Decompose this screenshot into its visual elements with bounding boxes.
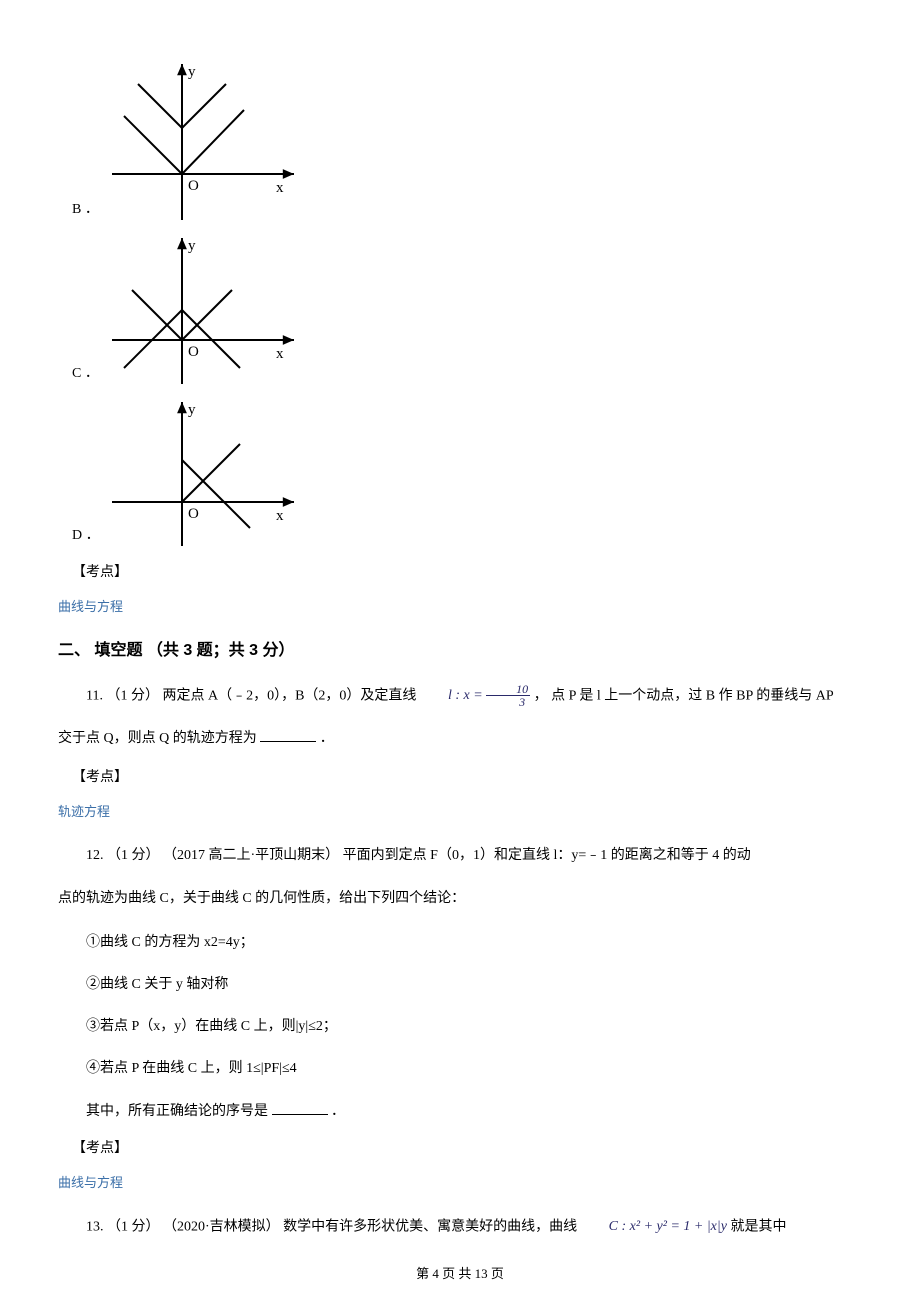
svg-text:x: x: [276, 508, 284, 524]
svg-text:x: x: [276, 180, 284, 196]
svg-text:O: O: [188, 344, 199, 360]
graph-d: y x O: [104, 394, 304, 552]
graph-b: y x O: [104, 56, 304, 226]
q11-mid: ， 点 P 是 l 上一个动点，过 B 作 BP 的垂线与 AP: [534, 688, 834, 703]
q12-s3: ③若点 P（x，y）在曲线 C 上，则|y|≤2；: [58, 1011, 862, 1043]
option-c-row: C ． y x O: [58, 230, 862, 390]
q12-line2: 点的轨迹为曲线 C，关于曲线 C 的几何性质，给出下列四个结论：: [58, 884, 862, 915]
kaodian-topic-3: 曲线与方程: [58, 1173, 862, 1193]
q12-s2: ②曲线 C 关于 y 轴对称: [58, 969, 862, 1001]
section-2-header: 二、 填空题 （共 3 题；共 3 分）: [58, 639, 862, 663]
option-d-row: D ． y x O: [58, 394, 862, 552]
q11-line2-pre: 交于点 Q，则点 Q 的轨迹方程为: [58, 731, 257, 746]
page-footer: 第 4 页 共 13 页: [58, 1264, 862, 1284]
q11-blank: [260, 727, 316, 742]
q13-pre: 13. （1 分） （2020·吉林模拟） 数学中有许多形状优美、寓意美好的曲线…: [86, 1220, 581, 1235]
q12-line1: 12. （1 分） （2017 高二上·平顶山期末） 平面内到定点 F（0，1）…: [58, 841, 862, 872]
svg-text:O: O: [188, 506, 199, 522]
q11-formula: l : x = 103: [420, 681, 530, 712]
page-container: B ． y x O C ． y x O D ． y x O 【考点】 曲线与方程 二、 填空…: [0, 0, 920, 1313]
q12-concl: 其中，所有正确结论的序号是 ．: [58, 1096, 862, 1128]
graph-c: y x O: [104, 230, 304, 390]
kaodian-topic-1: 曲线与方程: [58, 597, 862, 617]
kaodian-label-3: 【考点】: [58, 1138, 862, 1159]
q11-fraction: 103: [486, 683, 530, 708]
q12-concl-pre: 其中，所有正确结论的序号是: [86, 1104, 268, 1119]
svg-text:O: O: [188, 178, 199, 194]
q12-blank: [272, 1100, 328, 1115]
svg-text:y: y: [188, 64, 196, 80]
option-b-label: B ．: [58, 199, 104, 226]
svg-text:y: y: [188, 238, 196, 254]
q11-formula-prefix: l : x =: [448, 688, 486, 703]
q12-s4: ④若点 P 在曲线 C 上，则 1≤|PF|≤4: [58, 1053, 862, 1085]
q13-formula: C : x² + y² = 1 + |x|y: [581, 1212, 727, 1243]
q12-s1: ①曲线 C 的方程为 x2=4y；: [58, 927, 862, 959]
q13-post: 就是其中: [730, 1220, 786, 1235]
option-c-label: C ．: [58, 363, 104, 390]
svg-text:x: x: [276, 346, 284, 362]
option-b-row: B ． y x O: [58, 56, 862, 226]
q11-frac-num: 10: [486, 683, 530, 696]
q11-pre: 11. （1 分） 两定点 A（﹣2，0），B（2，0）及定直线: [86, 688, 416, 703]
q11-line2-post: ．: [320, 731, 334, 746]
q11-line1: 11. （1 分） 两定点 A（﹣2，0），B（2，0）及定直线 l : x =…: [58, 681, 862, 712]
q12-concl-post: ．: [331, 1104, 345, 1119]
kaodian-label-1: 【考点】: [58, 562, 862, 583]
svg-text:y: y: [188, 402, 196, 418]
kaodian-topic-2: 轨迹方程: [58, 802, 862, 822]
q11-frac-den: 3: [486, 696, 530, 708]
option-d-label: D ．: [58, 525, 104, 552]
q13-line: 13. （1 分） （2020·吉林模拟） 数学中有许多形状优美、寓意美好的曲线…: [58, 1212, 862, 1243]
kaodian-label-2: 【考点】: [58, 767, 862, 788]
q11-line2: 交于点 Q，则点 Q 的轨迹方程为 ．: [58, 724, 862, 755]
